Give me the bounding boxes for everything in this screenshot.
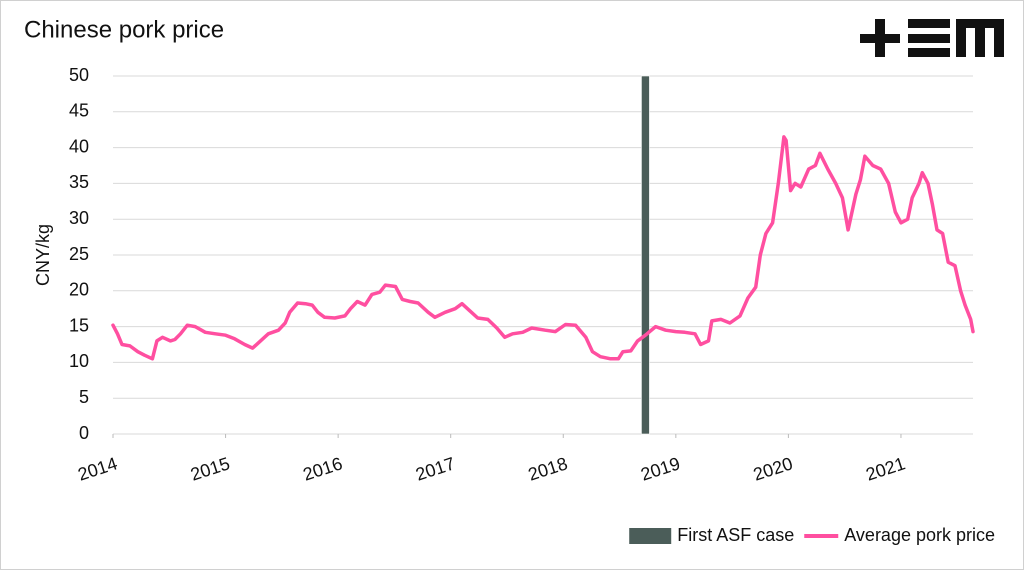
y-tick-label: 15 [69,315,89,335]
y-tick-label: 10 [69,351,89,371]
legend-label: First ASF case [677,525,794,545]
legend-swatch [629,528,672,544]
chart-title: Chinese pork price [24,16,224,43]
y-tick-label: 30 [69,208,89,228]
y-tick-label: 0 [79,423,89,443]
annotation-bar [641,75,650,435]
y-tick-label: 45 [69,101,89,121]
y-tick-label: 50 [69,65,89,85]
logo [860,19,1004,57]
y-axis-label: CNY/kg [33,224,53,286]
y-tick-label: 35 [69,172,89,192]
y-tick-label: 25 [69,244,89,264]
y-tick-label: 5 [79,387,89,407]
y-tick-label: 40 [69,136,89,156]
line-series [111,135,975,361]
y-tick-label: 20 [69,280,89,300]
legend-label: Average pork price [844,525,995,545]
